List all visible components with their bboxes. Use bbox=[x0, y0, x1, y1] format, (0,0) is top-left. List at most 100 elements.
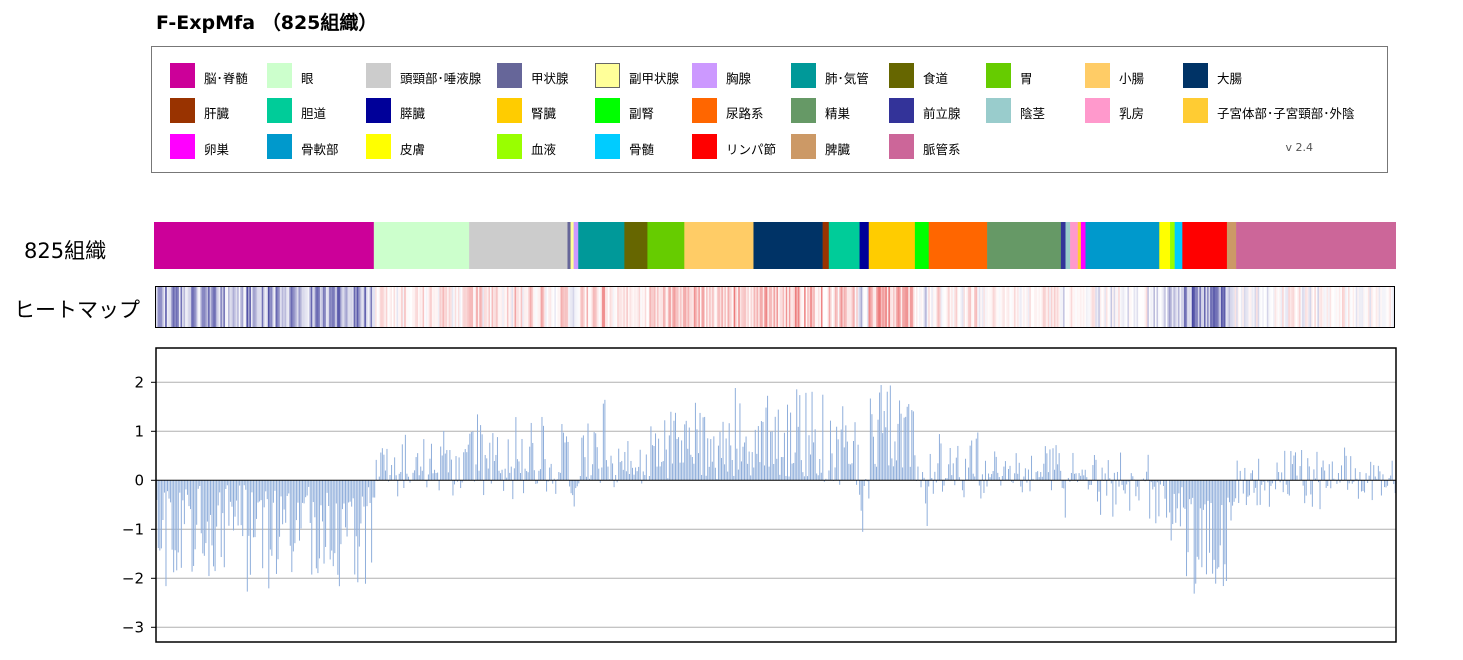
heatmap-cell bbox=[1197, 287, 1200, 327]
heatmap-cell bbox=[1058, 287, 1061, 327]
heatmap-cell bbox=[597, 287, 600, 327]
heatmap-cell bbox=[1294, 287, 1297, 327]
tissue-segment bbox=[1174, 222, 1183, 269]
heatmap-cell bbox=[626, 287, 629, 327]
heatmap-cell bbox=[220, 287, 223, 327]
heatmap-cell bbox=[670, 287, 673, 327]
heatmap-cell bbox=[1056, 287, 1059, 327]
heatmap-cell bbox=[160, 287, 163, 327]
heatmap-cell bbox=[1371, 287, 1373, 327]
legend-swatch bbox=[889, 134, 914, 159]
tissue-segment bbox=[684, 222, 754, 269]
heatmap-cell bbox=[1041, 287, 1044, 327]
heatmap-cell bbox=[1076, 287, 1079, 327]
heatmap-cell bbox=[306, 287, 309, 327]
heatmap-cell bbox=[183, 287, 186, 327]
heatmap-cell bbox=[1272, 287, 1275, 327]
heatmap-cell bbox=[1274, 287, 1277, 327]
heatmap-cell bbox=[1367, 287, 1370, 327]
heatmap-cell bbox=[508, 287, 511, 327]
heatmap-cell bbox=[905, 287, 908, 327]
heatmap-cell bbox=[460, 287, 463, 327]
heatmap-cell bbox=[1148, 287, 1151, 327]
heatmap-cell bbox=[1164, 287, 1167, 327]
heatmap-cell bbox=[1159, 287, 1162, 327]
heatmap-cell bbox=[663, 287, 666, 327]
legend-swatch bbox=[366, 63, 391, 88]
heatmap-cell bbox=[721, 287, 724, 327]
heatmap-cell bbox=[1306, 287, 1309, 327]
heatmap-cell bbox=[951, 287, 954, 327]
heatmap-cell bbox=[736, 287, 739, 327]
heatmap-cell bbox=[1021, 287, 1024, 327]
heatmap-cell bbox=[629, 287, 632, 327]
heatmap-cell bbox=[1107, 287, 1110, 327]
heatmap-cell bbox=[1219, 287, 1222, 327]
heatmap-cell bbox=[1228, 287, 1231, 327]
heatmap-cell bbox=[488, 287, 491, 327]
heatmap-cell bbox=[1369, 287, 1372, 327]
heatmap-cell bbox=[635, 287, 638, 327]
heatmap-cell bbox=[994, 287, 997, 327]
heatmap-cell bbox=[1038, 287, 1041, 327]
heatmap-cell bbox=[350, 287, 353, 327]
legend-label: 前立腺 bbox=[923, 106, 961, 121]
heatmap-cell bbox=[1101, 287, 1104, 327]
heatmap-cell bbox=[283, 287, 286, 327]
heatmap-cell bbox=[418, 287, 420, 327]
heatmap-cell bbox=[171, 287, 174, 327]
heatmap-cell bbox=[246, 287, 249, 327]
heatmap-cell bbox=[1121, 287, 1124, 327]
heatmap-cell bbox=[1378, 287, 1381, 327]
heatmap-cell bbox=[1043, 287, 1046, 327]
heatmap-cell bbox=[871, 287, 874, 327]
heatmap-cell bbox=[277, 287, 279, 327]
legend-swatch bbox=[1183, 98, 1208, 123]
heatmap-cell bbox=[1286, 287, 1289, 327]
heatmap-cell bbox=[753, 287, 756, 327]
heatmap-cell bbox=[1297, 287, 1300, 327]
tissue-segment bbox=[1182, 222, 1228, 269]
heatmap-cell bbox=[701, 287, 704, 327]
heatmap-cell bbox=[1363, 287, 1366, 327]
heatmap-cell bbox=[606, 287, 609, 327]
heatmap-cell bbox=[680, 287, 682, 327]
heatmap-cell bbox=[1269, 287, 1272, 327]
heatmap-cell bbox=[1226, 287, 1229, 327]
heatmap-cell bbox=[319, 287, 322, 327]
heatmap-cell bbox=[1213, 287, 1216, 327]
heatmap-cell bbox=[1263, 287, 1266, 327]
heatmap-cell bbox=[873, 287, 875, 327]
heatmap-cell bbox=[421, 287, 423, 327]
heatmap-cell bbox=[928, 287, 931, 327]
heatmap-cell bbox=[304, 287, 307, 327]
heatmap-cell bbox=[672, 287, 675, 327]
heatmap-cell bbox=[975, 287, 978, 327]
heatmap-cell bbox=[945, 287, 947, 327]
heatmap-cell bbox=[1344, 287, 1347, 327]
heatmap-cell bbox=[857, 287, 860, 327]
heatmap-cell bbox=[546, 287, 549, 327]
legend-label: 脳･脊髄 bbox=[204, 71, 248, 86]
heatmap-cell bbox=[554, 287, 557, 327]
heatmap-cell bbox=[1131, 287, 1134, 327]
tissue-segment bbox=[828, 222, 860, 269]
heatmap-cell bbox=[424, 287, 427, 327]
heatmap-cell bbox=[280, 287, 283, 327]
heatmap-cell bbox=[888, 287, 891, 327]
heatmap-cell bbox=[1156, 287, 1159, 327]
heatmap-cell bbox=[646, 287, 649, 327]
y-tick-label: 0 bbox=[134, 471, 144, 489]
heatmap-cell bbox=[1150, 287, 1153, 327]
heatmap-cell bbox=[885, 287, 888, 327]
heatmap-cell bbox=[519, 287, 522, 327]
heatmap-cell bbox=[937, 287, 940, 327]
heatmap-cell bbox=[175, 287, 178, 327]
heatmap-cell bbox=[335, 287, 338, 327]
heatmap-cell bbox=[735, 287, 738, 327]
heatmap-cell bbox=[165, 287, 168, 327]
heatmap-cell bbox=[658, 287, 661, 327]
version-label: v 2.4 bbox=[1285, 141, 1314, 154]
heatmap-cell bbox=[456, 287, 459, 327]
heatmap-cell bbox=[177, 287, 180, 327]
